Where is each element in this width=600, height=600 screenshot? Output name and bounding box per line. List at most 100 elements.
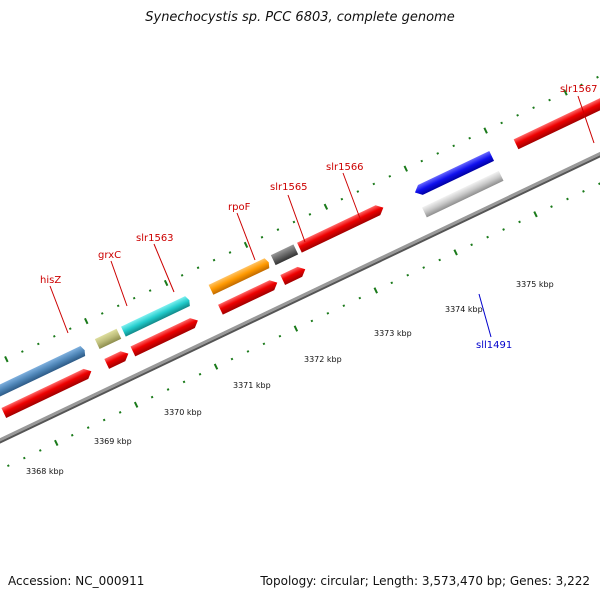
feature-hisZ bbox=[0, 346, 86, 399]
tick-mark bbox=[38, 449, 42, 452]
tick-mark bbox=[6, 464, 10, 468]
label-sll1491: sll1491 bbox=[476, 340, 512, 351]
tick-mark bbox=[36, 342, 40, 346]
tick-mark bbox=[54, 439, 59, 446]
scale-label: 3374 kbp bbox=[445, 305, 483, 314]
scale-label: 3372 kbp bbox=[304, 355, 342, 364]
tick-mark bbox=[118, 411, 122, 414]
gene-arrow-slr1567 bbox=[513, 71, 600, 150]
tick-mark bbox=[342, 304, 346, 308]
scale-label: 3375 kbp bbox=[516, 280, 554, 289]
tick-mark bbox=[468, 136, 472, 140]
tick-mark bbox=[278, 334, 282, 338]
label-hisZ: hisZ bbox=[40, 275, 61, 286]
scale-label: 3370 kbp bbox=[164, 408, 202, 417]
leader-hisZ bbox=[49, 285, 69, 334]
tick-mark bbox=[163, 279, 169, 287]
label-slr1563: slr1563 bbox=[136, 233, 174, 244]
tick-mark bbox=[582, 190, 585, 193]
tick-mark bbox=[260, 235, 264, 239]
label-slr1566: slr1566 bbox=[326, 162, 364, 173]
leader-sll1491 bbox=[478, 293, 492, 338]
tick-mark bbox=[436, 152, 440, 155]
tick-mark bbox=[132, 296, 136, 300]
tick-mark bbox=[438, 258, 442, 262]
gene-arrow-slr1563 bbox=[130, 318, 198, 357]
gene-arrow-slr1566 bbox=[297, 205, 384, 253]
tick-mark bbox=[100, 312, 104, 315]
tick-mark bbox=[292, 220, 296, 224]
tick-mark bbox=[150, 395, 154, 399]
tick-mark bbox=[403, 165, 408, 172]
leader-slr1563 bbox=[153, 243, 175, 293]
tick-mark bbox=[502, 228, 505, 231]
scale-label: 3368 kbp bbox=[26, 467, 64, 476]
tick-mark bbox=[68, 327, 72, 331]
tick-mark bbox=[246, 350, 250, 353]
tick-mark bbox=[52, 334, 56, 338]
tick-mark bbox=[486, 235, 489, 239]
feature-grxC bbox=[94, 328, 122, 350]
tick-mark bbox=[550, 205, 553, 208]
tick-mark bbox=[198, 372, 202, 376]
tick-mark bbox=[566, 197, 569, 201]
tick-mark bbox=[4, 356, 9, 363]
tick-mark bbox=[133, 401, 139, 408]
tick-mark bbox=[230, 357, 234, 361]
tick-mark bbox=[596, 75, 599, 79]
tick-mark bbox=[580, 83, 583, 87]
tick-mark bbox=[598, 182, 600, 186]
tick-mark bbox=[262, 342, 266, 346]
genome-backbone bbox=[0, 123, 600, 471]
feature-slr1563 bbox=[121, 296, 190, 337]
tick-mark bbox=[358, 296, 362, 300]
tick-mark bbox=[518, 220, 521, 224]
map-title: Synechocystis sp. PCC 6803, complete gen… bbox=[145, 10, 455, 25]
gene-arrow-sll1491 bbox=[422, 170, 504, 218]
tick-mark bbox=[22, 456, 26, 460]
tick-mark bbox=[182, 380, 186, 384]
feature-rpoF bbox=[208, 258, 270, 295]
scale-label: 3373 kbp bbox=[374, 329, 412, 338]
gene-arrow-slr1565 bbox=[280, 266, 306, 285]
tick-mark bbox=[470, 243, 473, 247]
label-slr1565: slr1565 bbox=[270, 182, 308, 193]
tick-mark bbox=[340, 197, 344, 201]
tick-mark bbox=[86, 426, 90, 429]
leader-grxC bbox=[110, 260, 128, 307]
tick-mark bbox=[326, 311, 330, 315]
tick-mark bbox=[323, 203, 329, 210]
tick-mark bbox=[390, 281, 394, 285]
tick-mark bbox=[196, 266, 200, 270]
tick-mark bbox=[422, 266, 426, 269]
feature-slr1565 bbox=[270, 244, 299, 266]
gene-arrow-rpoF bbox=[218, 280, 278, 315]
feature-sll1491 bbox=[414, 150, 495, 195]
leader-slr1566 bbox=[342, 172, 362, 222]
tick-mark bbox=[84, 317, 89, 325]
lower-tick-row bbox=[6, 182, 600, 468]
scale-label: 3369 kbp bbox=[94, 437, 132, 446]
gene-arrow-hisZ bbox=[1, 368, 92, 418]
tick-mark bbox=[548, 98, 551, 102]
genome-backbone-shadow bbox=[0, 126, 600, 473]
tick-mark bbox=[500, 121, 503, 125]
tick-mark bbox=[356, 190, 360, 193]
tick-mark bbox=[243, 241, 249, 249]
label-rpoF: rpoF bbox=[228, 202, 251, 213]
gene-arrow-grxC bbox=[104, 351, 129, 369]
accession-text: Accession: NC_000911 bbox=[8, 574, 145, 588]
tick-mark bbox=[212, 258, 216, 262]
tick-mark bbox=[70, 433, 74, 437]
tick-mark bbox=[388, 174, 392, 178]
leader-slr1565 bbox=[287, 194, 306, 243]
tick-mark bbox=[533, 211, 538, 218]
scale-label: 3371 kbp bbox=[233, 381, 271, 390]
upper-tick-row bbox=[4, 75, 599, 363]
tick-mark bbox=[102, 418, 106, 422]
tick-mark bbox=[372, 182, 376, 186]
tick-mark bbox=[310, 319, 314, 323]
leader-slr1567 bbox=[577, 95, 595, 144]
tick-mark bbox=[293, 325, 299, 332]
